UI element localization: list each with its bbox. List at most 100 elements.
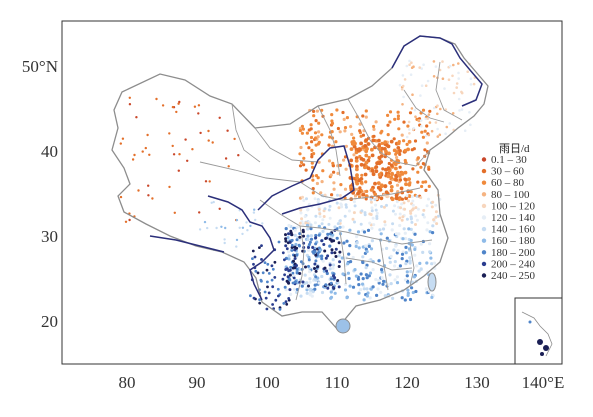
station-dot — [319, 191, 323, 195]
station-dot — [400, 133, 404, 137]
station-dot — [313, 131, 318, 135]
station-dot — [353, 204, 357, 208]
station-dot — [371, 268, 375, 272]
station-dot — [329, 290, 333, 294]
station-dot — [308, 280, 312, 284]
station-dot — [283, 258, 286, 262]
legend-label: 180 – 200 — [491, 247, 536, 259]
station-dot — [389, 282, 393, 286]
station-dot — [327, 143, 331, 147]
station-dot — [385, 236, 389, 240]
station-dot — [430, 262, 434, 266]
station-dot — [352, 211, 356, 215]
station-dot — [352, 153, 356, 157]
station-dot — [420, 67, 424, 70]
station-dot — [362, 298, 366, 302]
station-dot — [313, 267, 316, 270]
station-dot — [408, 63, 411, 66]
station-dot — [310, 165, 315, 169]
station-dot — [284, 233, 287, 237]
station-dot — [249, 224, 252, 228]
station-dot — [383, 294, 387, 298]
x-tick-label: 130 — [464, 373, 490, 392]
station-dot — [203, 220, 207, 224]
station-dot — [193, 105, 197, 108]
station-dot — [323, 207, 327, 211]
station-dot — [414, 214, 418, 218]
station-dot — [327, 159, 332, 163]
station-dot — [402, 201, 406, 205]
station-dot — [282, 302, 286, 305]
station-dot — [366, 228, 371, 232]
station-dot — [408, 256, 412, 260]
station-dot — [300, 131, 304, 135]
station-dot — [401, 103, 404, 106]
station-dot — [365, 276, 369, 280]
station-dot — [290, 246, 294, 249]
station-dot — [397, 173, 402, 178]
station-dot — [362, 287, 366, 291]
station-dot — [398, 178, 403, 182]
station-dot — [380, 129, 384, 133]
station-dot — [321, 169, 325, 173]
station-dot — [168, 132, 171, 135]
station-dot — [370, 206, 374, 210]
station-dot — [301, 228, 305, 232]
station-dot — [365, 189, 369, 193]
station-dot — [395, 183, 400, 187]
station-dot — [288, 273, 292, 277]
station-dot — [400, 252, 405, 256]
station-dot — [416, 180, 420, 184]
station-dot — [466, 70, 470, 73]
station-dot — [363, 172, 368, 177]
station-dot — [299, 211, 303, 215]
station-dot — [370, 187, 374, 192]
station-dot — [322, 243, 326, 246]
station-dot — [325, 271, 329, 276]
station-dot — [364, 197, 368, 201]
station-dot — [387, 161, 391, 166]
station-dot — [326, 286, 330, 290]
station-dot — [348, 209, 351, 213]
station-dot — [284, 237, 288, 241]
station-dot — [398, 149, 402, 153]
station-dot — [349, 147, 354, 152]
station-dot — [260, 244, 263, 248]
station-dot — [307, 146, 311, 150]
station-dot — [354, 274, 358, 278]
station-dot — [218, 207, 221, 210]
station-dot — [276, 287, 280, 291]
station-dot — [293, 257, 297, 260]
station-dot — [436, 135, 440, 138]
station-dot — [411, 93, 414, 96]
station-dot — [313, 197, 317, 201]
station-dot — [396, 110, 400, 114]
station-dot — [261, 222, 264, 225]
legend-swatch — [481, 250, 487, 255]
station-dot — [344, 144, 348, 148]
station-dot — [197, 112, 200, 115]
station-dot — [345, 116, 349, 120]
station-dot — [315, 109, 319, 113]
station-dot — [298, 235, 302, 239]
station-dot — [334, 255, 338, 258]
station-dot — [381, 227, 386, 231]
station-dot — [365, 147, 369, 151]
station-dot — [301, 222, 305, 226]
taiwan-island — [427, 272, 437, 292]
station-dot — [215, 226, 218, 230]
station-dot — [412, 126, 416, 130]
station-dot — [427, 113, 431, 116]
station-dot — [309, 135, 314, 140]
station-dot — [336, 193, 339, 197]
station-dot — [420, 124, 423, 128]
station-dot — [413, 108, 417, 112]
station-dot — [324, 256, 328, 260]
station-dot — [286, 241, 290, 245]
station-dot — [295, 253, 299, 257]
station-dot — [386, 144, 391, 149]
station-dot — [277, 294, 280, 298]
station-dot — [432, 106, 436, 110]
station-dot — [337, 241, 341, 245]
station-dot — [212, 200, 215, 204]
